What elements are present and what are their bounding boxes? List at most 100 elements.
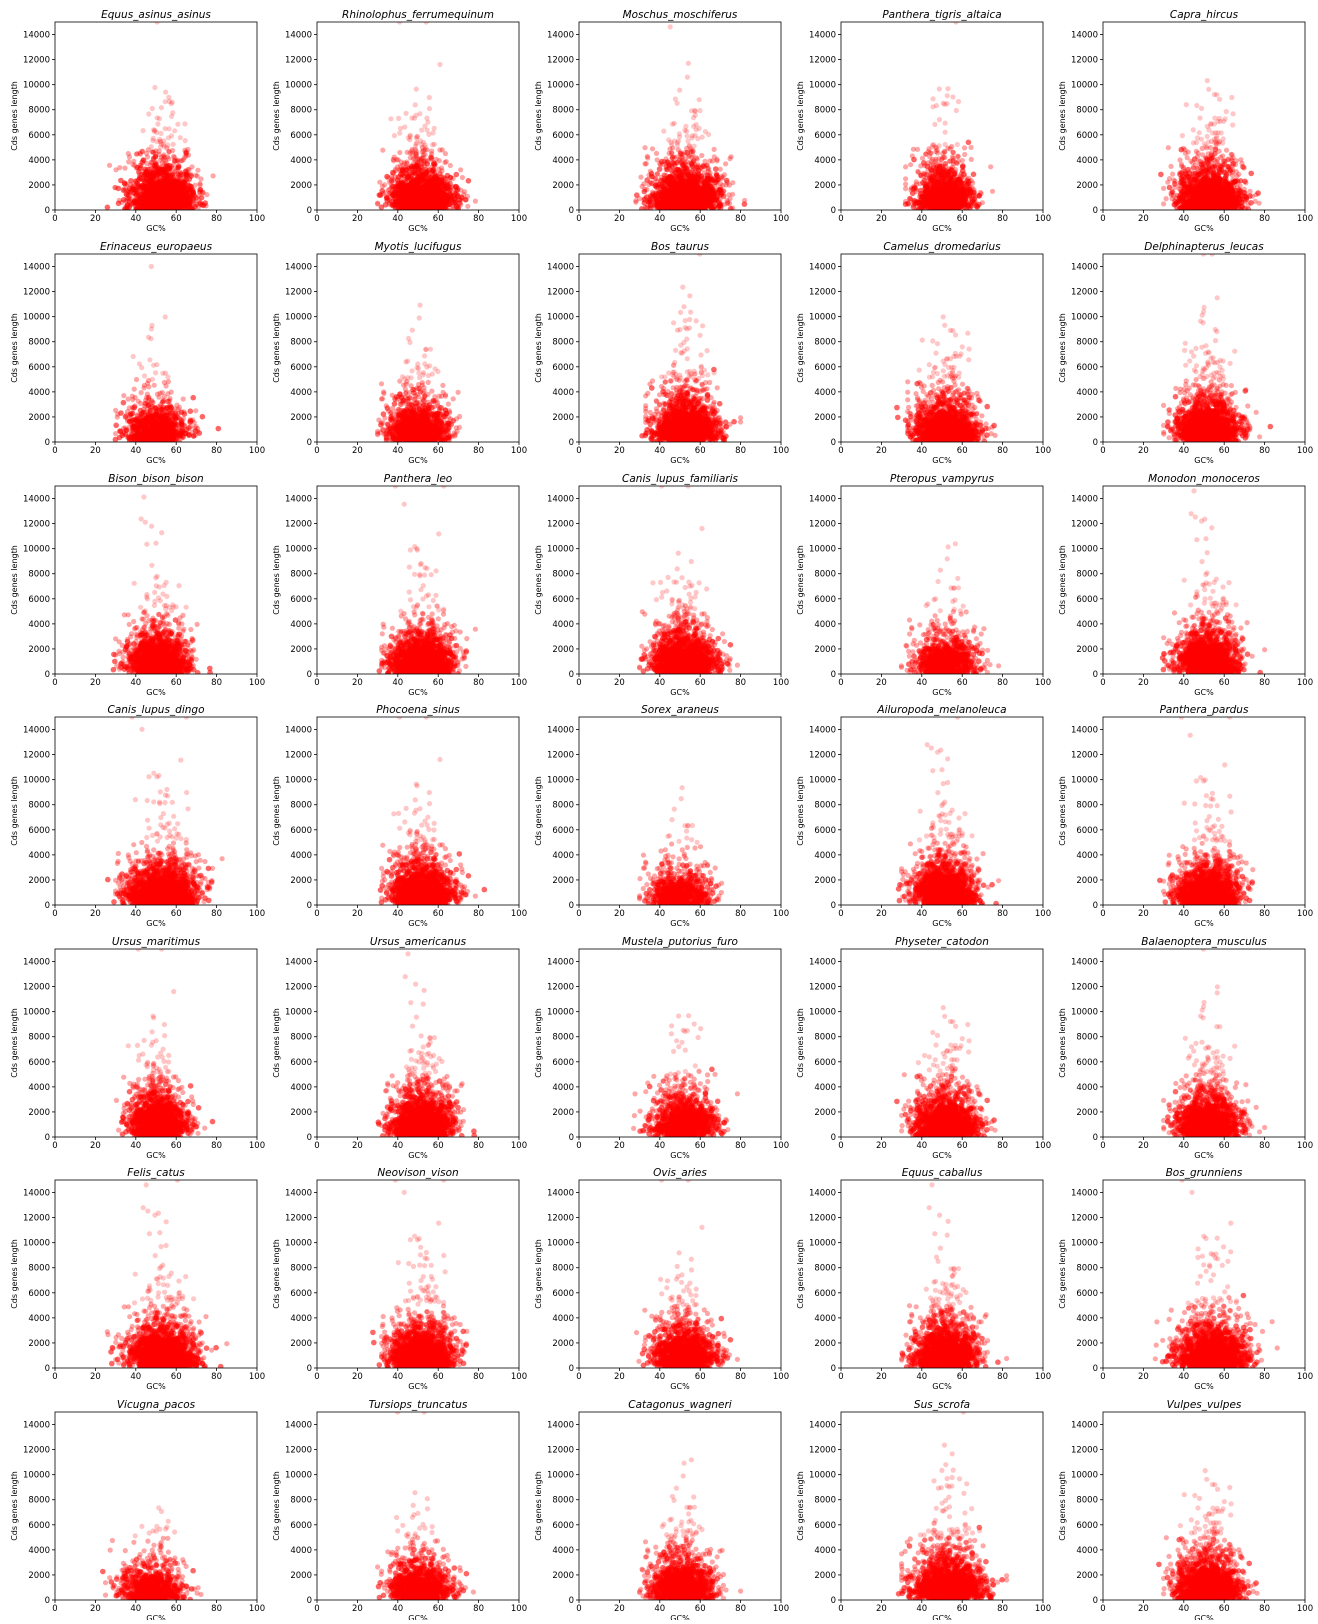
- y-tick-label: 0: [45, 206, 50, 216]
- scatter-point: [138, 176, 144, 182]
- scatter-point: [656, 200, 662, 206]
- scatter-point: [122, 180, 128, 186]
- scatter-point: [452, 200, 458, 206]
- scatter-point: [683, 124, 688, 129]
- scatter-point: [396, 174, 402, 180]
- scatter-point: [116, 186, 122, 192]
- scatter-point: [399, 191, 405, 197]
- scatter-point: [405, 175, 411, 181]
- y-tick-label: 10000: [23, 81, 50, 91]
- scatter-point: [425, 187, 431, 193]
- scatter-point: [405, 191, 411, 197]
- scatter-point: [673, 181, 679, 187]
- scatter-point: [427, 95, 432, 100]
- scatter-point: [431, 200, 437, 206]
- scatter-point: [448, 175, 454, 181]
- scatter-point: [458, 167, 463, 172]
- scatter-point: [689, 177, 695, 183]
- scatter-point: [969, 157, 974, 162]
- scatter-point: [141, 128, 146, 133]
- scatter-point: [152, 85, 157, 90]
- scatter-point: [727, 156, 732, 161]
- scatter-point: [721, 193, 727, 199]
- scatter-point: [150, 198, 156, 204]
- x-axis-label: GC%: [146, 224, 166, 233]
- scatter-point: [414, 87, 419, 92]
- scatter-point: [686, 61, 691, 66]
- scatter-point: [697, 108, 702, 113]
- scatter-point: [724, 178, 730, 184]
- scatter-point: [649, 181, 655, 187]
- scatter-point: [117, 165, 122, 170]
- x-tick-label: 60: [171, 214, 182, 224]
- x-tick-label: 40: [654, 214, 665, 224]
- scatter-point: [195, 168, 200, 173]
- scatter-point: [668, 24, 673, 29]
- scatter-point: [131, 190, 137, 196]
- scatter-point: [188, 173, 194, 179]
- scatter-point: [459, 195, 465, 201]
- scatter-point: [143, 192, 149, 198]
- scatter-point: [416, 167, 422, 173]
- scatter-point: [723, 161, 728, 166]
- y-tick-label: 8000: [28, 106, 50, 116]
- x-axis-label: GC%: [408, 224, 428, 233]
- scatter-point: [158, 131, 163, 136]
- scatter-point: [122, 166, 127, 171]
- scatter-point: [689, 155, 694, 160]
- scatter-point: [161, 184, 167, 190]
- scatter-point: [397, 150, 402, 155]
- scatter-point: [172, 128, 177, 133]
- scatter-point: [182, 148, 187, 153]
- scatter-point: [418, 138, 423, 143]
- scatter-point: [155, 115, 160, 120]
- scatter-point: [432, 126, 437, 131]
- scatter-points: [633, 24, 747, 213]
- y-tick-label: 14000: [547, 31, 574, 41]
- scatter-point: [429, 149, 434, 154]
- scatter-point: [405, 202, 411, 208]
- scatter-point: [645, 154, 650, 159]
- scatter-point: [396, 116, 401, 121]
- x-tick-label: 40: [392, 214, 403, 224]
- scatter-point: [903, 176, 908, 181]
- scatter-point: [665, 177, 671, 183]
- scatter-point: [642, 200, 648, 206]
- scatter-point: [432, 206, 438, 212]
- scatter-point: [431, 188, 437, 194]
- scatter-point: [419, 128, 424, 133]
- scatter-point: [188, 187, 194, 193]
- scatter-point: [654, 151, 659, 156]
- scatter-point: [453, 184, 459, 190]
- scatter-point: [389, 178, 395, 184]
- y-tick-label: 14000: [285, 31, 312, 41]
- scatter-point: [659, 159, 665, 165]
- scatter-point: [694, 127, 699, 132]
- y-tick-label: 8000: [552, 106, 574, 116]
- scatter-points: [375, 19, 478, 212]
- scatter-point: [428, 154, 434, 160]
- scatter-point: [424, 161, 430, 167]
- scatter-point: [167, 149, 172, 154]
- scatter-point: [211, 173, 216, 178]
- y-tick-label: 12000: [285, 56, 312, 66]
- scatter-point: [696, 197, 702, 203]
- scatter-point: [679, 178, 685, 184]
- scatter-point: [400, 197, 406, 203]
- y-tick-label: 6000: [290, 131, 312, 141]
- scatter-point: [644, 161, 649, 166]
- scatter-point: [171, 142, 176, 147]
- x-tick-label: 100: [773, 214, 789, 224]
- scatter-point: [690, 133, 695, 138]
- scatter-point: [392, 133, 397, 138]
- scatter-point: [665, 199, 671, 205]
- scatter-point: [153, 148, 158, 153]
- scatter-point: [706, 132, 711, 137]
- scatter-point: [166, 156, 171, 161]
- scatter-point: [160, 205, 166, 211]
- scatter-point: [116, 201, 122, 207]
- scatter-point: [413, 102, 418, 107]
- subplot-title: Panthera_tigris_altaica: [882, 9, 1001, 21]
